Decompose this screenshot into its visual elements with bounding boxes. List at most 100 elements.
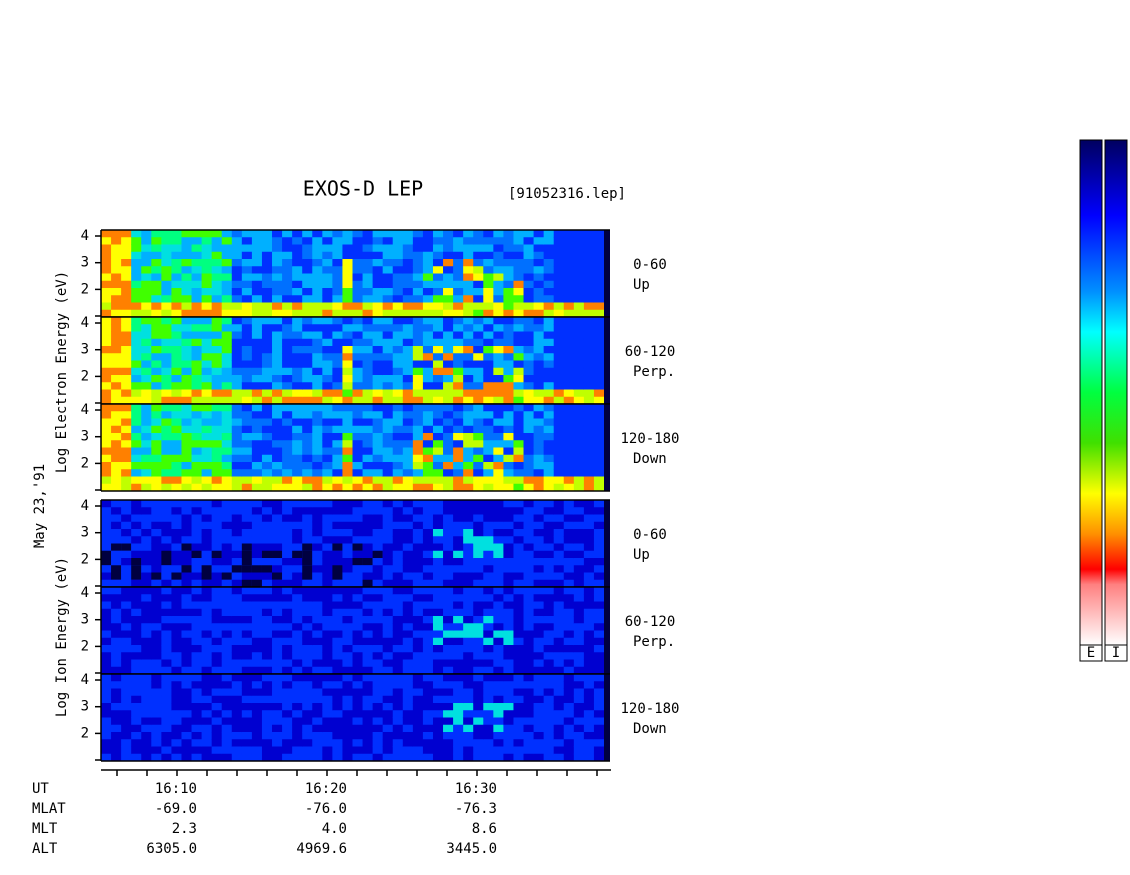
- spectrogram-cell: [332, 521, 343, 530]
- spectrogram-cell: [141, 587, 152, 595]
- spectrogram-cell: [553, 529, 565, 537]
- spectrogram-cell: [392, 425, 404, 434]
- spectrogram-cell: [101, 244, 112, 253]
- spectrogram-cell: [191, 237, 203, 245]
- spectrogram-cell: [593, 396, 605, 405]
- spectrogram-cell: [463, 237, 474, 245]
- spectrogram-cell: [221, 440, 233, 448]
- spectrogram-cell: [251, 454, 263, 463]
- spectrogram-cell: [553, 317, 565, 325]
- spectrogram-cell: [432, 536, 444, 544]
- spectrogram-cell: [161, 367, 172, 376]
- spectrogram-cell: [181, 536, 193, 544]
- spectrogram-cell: [211, 346, 223, 354]
- spectrogram-cell: [563, 710, 575, 718]
- spectrogram-cell: [473, 295, 484, 303]
- spectrogram-cell: [453, 425, 464, 434]
- spectrogram-cell: [543, 558, 555, 566]
- spectrogram-cell: [261, 476, 273, 485]
- spectrogram-cell: [241, 616, 253, 624]
- spectrogram-cell: [573, 623, 585, 631]
- spectrogram-cell: [422, 724, 434, 733]
- spectrogram-cell: [523, 594, 535, 602]
- spectrogram-cell: [322, 558, 333, 566]
- spectrogram-cell: [312, 637, 323, 646]
- spectrogram-cell: [181, 500, 193, 508]
- spectrogram-cell: [453, 295, 464, 303]
- spectrogram-cell: [141, 623, 152, 631]
- spectrogram-cell: [392, 630, 404, 639]
- spectrogram-cell: [593, 288, 605, 296]
- spectrogram-cell: [171, 746, 182, 755]
- spectrogram-cell: [101, 623, 112, 631]
- spectrogram-cell: [201, 623, 213, 631]
- spectrogram-cell: [453, 601, 464, 610]
- spectrogram-cell: [261, 681, 273, 689]
- spectrogram-cell: [422, 507, 434, 515]
- spectrogram-cell: [453, 666, 464, 675]
- spectrogram-cell: [111, 244, 122, 253]
- spectrogram-cell: [523, 681, 535, 689]
- spectrogram-cell: [422, 659, 434, 668]
- spectrogram-cell: [312, 703, 323, 711]
- spectrogram-cell: [101, 367, 112, 376]
- spectrogram-cell: [563, 324, 575, 332]
- spectrogram-cell: [422, 608, 434, 617]
- spectrogram-cell: [171, 608, 182, 617]
- spectrogram-cell: [272, 753, 283, 762]
- spectrogram-cell: [422, 476, 434, 485]
- spectrogram-cell: [342, 338, 353, 347]
- spectrogram-cell: [251, 469, 263, 477]
- spectrogram-cell: [231, 346, 243, 354]
- spectrogram-cell: [473, 259, 484, 267]
- spectrogram-cell: [171, 302, 182, 311]
- spectrogram-cell: [261, 739, 273, 747]
- spectrogram-cell: [332, 688, 343, 697]
- spectrogram-cell: [181, 507, 193, 515]
- spectrogram-cell: [372, 558, 384, 566]
- spectrogram-cell: [503, 645, 514, 653]
- spectrogram-cell: [141, 418, 152, 427]
- spectrogram-cell: [513, 529, 525, 537]
- spectrogram-cell: [131, 507, 142, 515]
- spectrogram-cell: [302, 360, 313, 369]
- spectrogram-cell: [151, 514, 162, 523]
- spectrogram-cell: [101, 550, 112, 558]
- spectrogram-cell: [282, 630, 293, 639]
- spectrogram-cell: [131, 652, 142, 660]
- spectrogram-cell: [292, 244, 303, 253]
- spectrogram-cell: [322, 295, 333, 303]
- spectrogram-cell: [463, 536, 474, 544]
- spectrogram-cell: [422, 418, 434, 427]
- spectrogram-cell: [241, 652, 253, 660]
- spectrogram-cell: [523, 404, 535, 412]
- spectrogram-cell: [463, 360, 474, 369]
- spectrogram-cell: [583, 353, 595, 361]
- spectrogram-cell: [473, 302, 484, 311]
- spectrogram-cell: [332, 514, 343, 523]
- spectrogram-cell: [312, 550, 323, 559]
- spectrogram-cell: [382, 396, 394, 405]
- spectrogram-cell: [573, 454, 585, 463]
- ephemeris-name: UT: [32, 781, 49, 797]
- spectrogram-cell: [483, 367, 494, 376]
- spectrogram-cell: [322, 732, 333, 740]
- title: EXOS-D LEP: [303, 177, 423, 201]
- spectrogram-cell: [231, 674, 243, 682]
- spectrogram-cell: [483, 389, 494, 398]
- spectrogram-cell: [543, 462, 555, 470]
- spectrogram-cell: [131, 418, 142, 427]
- spectrogram-cell: [342, 346, 353, 354]
- spectrogram-cell: [352, 601, 364, 610]
- spectrogram-cell: [493, 396, 504, 405]
- spectrogram-cell: [543, 259, 555, 267]
- spectrogram-cell: [292, 688, 303, 697]
- spectrogram-cell: [573, 514, 585, 523]
- spectrogram-cell: [503, 259, 514, 267]
- spectrogram-cell: [553, 739, 565, 747]
- pitch-angle-label: 120-180: [620, 431, 679, 447]
- spectrogram-cell: [533, 500, 545, 508]
- spectrogram-cell: [352, 404, 364, 412]
- spectrogram-cell: [392, 280, 404, 289]
- spectrogram-cell: [543, 251, 555, 260]
